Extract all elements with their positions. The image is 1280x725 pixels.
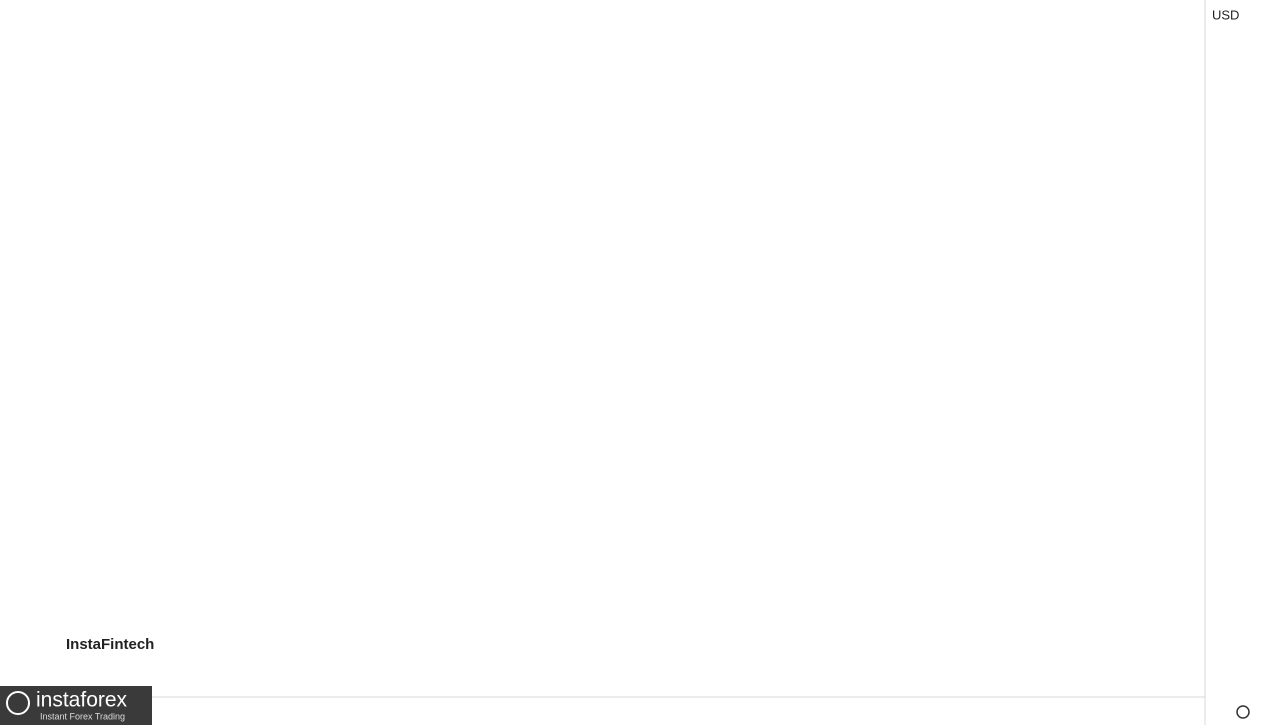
watermark: InstaFintech: [66, 636, 154, 653]
tagline: Instant Forex Trading: [40, 711, 125, 721]
logo-box: [0, 686, 152, 725]
settings-icon[interactable]: [1236, 705, 1250, 719]
currency[interactable]: USD: [1212, 7, 1239, 22]
logo: instaforex: [36, 689, 128, 712]
watermark-box: [58, 628, 168, 662]
logo-icon: [6, 691, 30, 715]
